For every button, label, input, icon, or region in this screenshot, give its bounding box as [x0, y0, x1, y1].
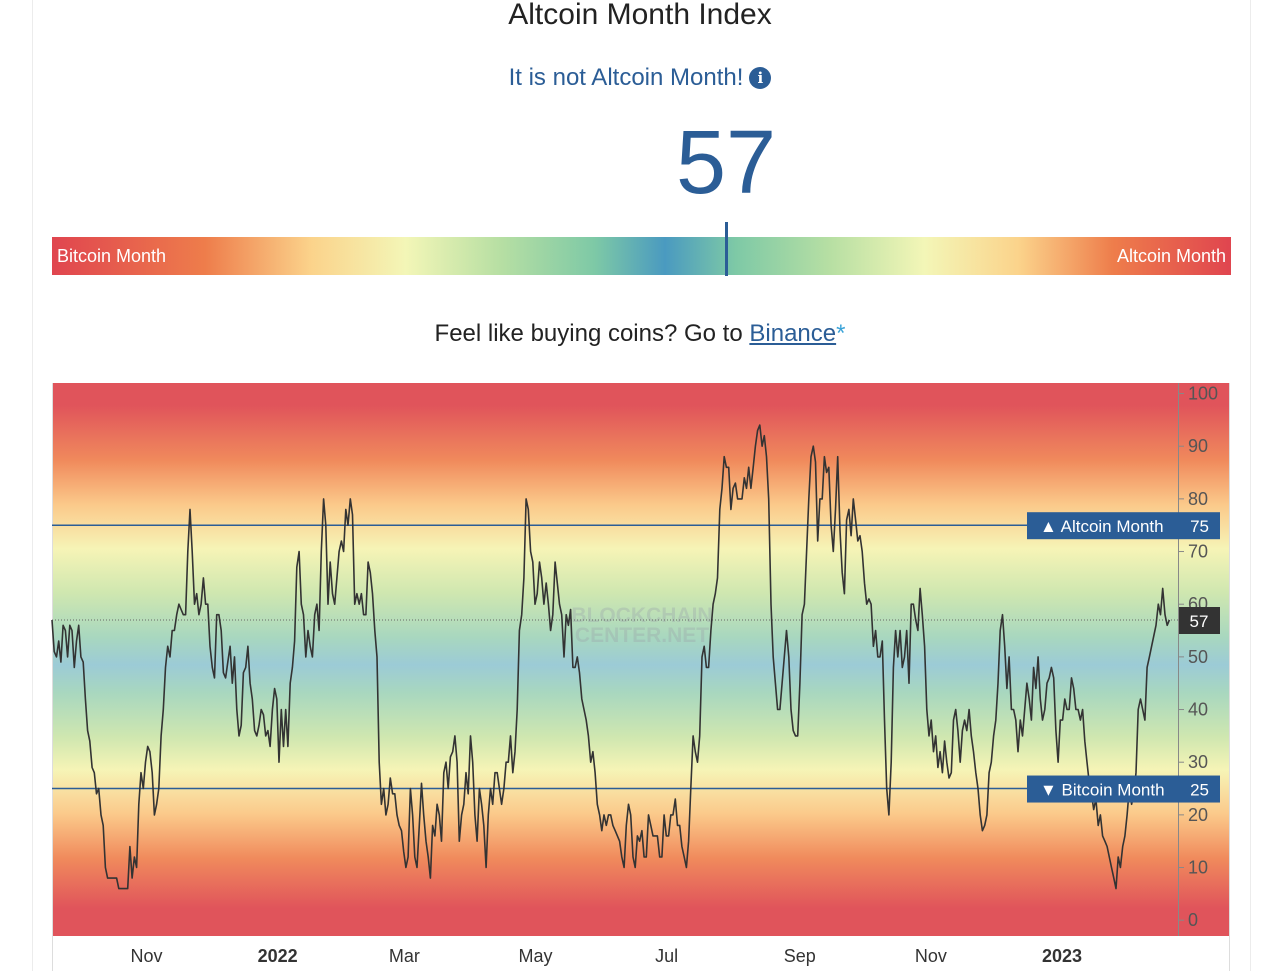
binance-link[interactable]: Binance — [749, 320, 837, 347]
reference-labels: ▲ Altcoin Month 75 ▼ Bitcoin Month 25 — [1027, 512, 1220, 803]
reference-label-text: ▼ Bitcoin Month — [1040, 781, 1165, 800]
series-line-altcoin-index — [51, 424, 1171, 890]
status-line: It is not Altcoin Month! i — [0, 64, 1280, 92]
y-tick-label: 80 — [1188, 489, 1208, 509]
x-tick-label: 2022 — [258, 946, 298, 966]
x-tick-label: Nov — [915, 946, 947, 966]
info-icon[interactable]: i — [749, 67, 772, 89]
x-axis-labels: Nov 2022 Mar May Jul Sep Nov 2023 — [131, 946, 1082, 966]
watermark-line-2: CENTER.NET — [575, 624, 709, 647]
status-text: It is not Altcoin Month! — [508, 64, 744, 91]
y-tick-label: 20 — [1188, 805, 1208, 825]
x-tick-label: May — [518, 946, 552, 966]
watermark: BLOCKCHAIN CENTER.NET — [571, 604, 712, 647]
reference-lines — [52, 524, 1178, 790]
promo-line: Feel like buying coins? Go to Binance* — [0, 320, 1280, 348]
gauge-label-bitcoin: Bitcoin Month — [57, 246, 167, 266]
y-tick-label: 100 — [1188, 384, 1218, 404]
x-tick-label: Mar — [389, 946, 420, 966]
y-tick-label: 30 — [1188, 752, 1208, 772]
reference-label: ▲ Altcoin Month 75 — [1027, 512, 1220, 540]
watermark-line-1: BLOCKCHAIN — [571, 604, 712, 627]
x-axis-band — [52, 936, 1230, 971]
x-tick-label: Nov — [131, 946, 163, 966]
y-tick-label: 10 — [1188, 858, 1208, 878]
reference-label-box — [1027, 512, 1220, 540]
current-label-text: 57 — [1190, 612, 1209, 631]
reference-label-value: 75 — [1190, 517, 1209, 536]
reference-label-box — [1027, 775, 1220, 803]
x-tick-label: Jul — [655, 946, 678, 966]
current-index-value: 57 — [675, 113, 777, 213]
x-tick-label: Sep — [784, 946, 816, 966]
promo-text: Feel like buying coins? Go to — [434, 320, 750, 347]
page-title: Altcoin Month Index — [508, 0, 772, 31]
reference-label-value: 25 — [1190, 781, 1209, 800]
gauge-marker — [725, 222, 728, 276]
gauge-label-altcoin: Altcoin Month — [1116, 246, 1226, 266]
y-tick-label: 0 — [1188, 910, 1198, 930]
index-gauge-bar: Bitcoin Month Altcoin Month — [52, 237, 1231, 275]
y-tick-label: 50 — [1188, 647, 1208, 667]
card-border-left — [32, 0, 33, 971]
y-tick-label: 40 — [1188, 700, 1208, 720]
y-tick-label: 90 — [1188, 436, 1208, 456]
y-tick-label: 70 — [1188, 542, 1208, 562]
current-label-box — [1179, 607, 1220, 634]
current-value-label: 57 — [1179, 607, 1220, 634]
x-tick-label: 2023 — [1042, 946, 1082, 966]
promo-asterisk: * — [836, 320, 846, 347]
reference-label: ▼ Bitcoin Month 25 — [1027, 775, 1220, 803]
card-border-right — [1250, 0, 1251, 971]
reference-label-text: ▲ Altcoin Month — [1040, 517, 1164, 536]
